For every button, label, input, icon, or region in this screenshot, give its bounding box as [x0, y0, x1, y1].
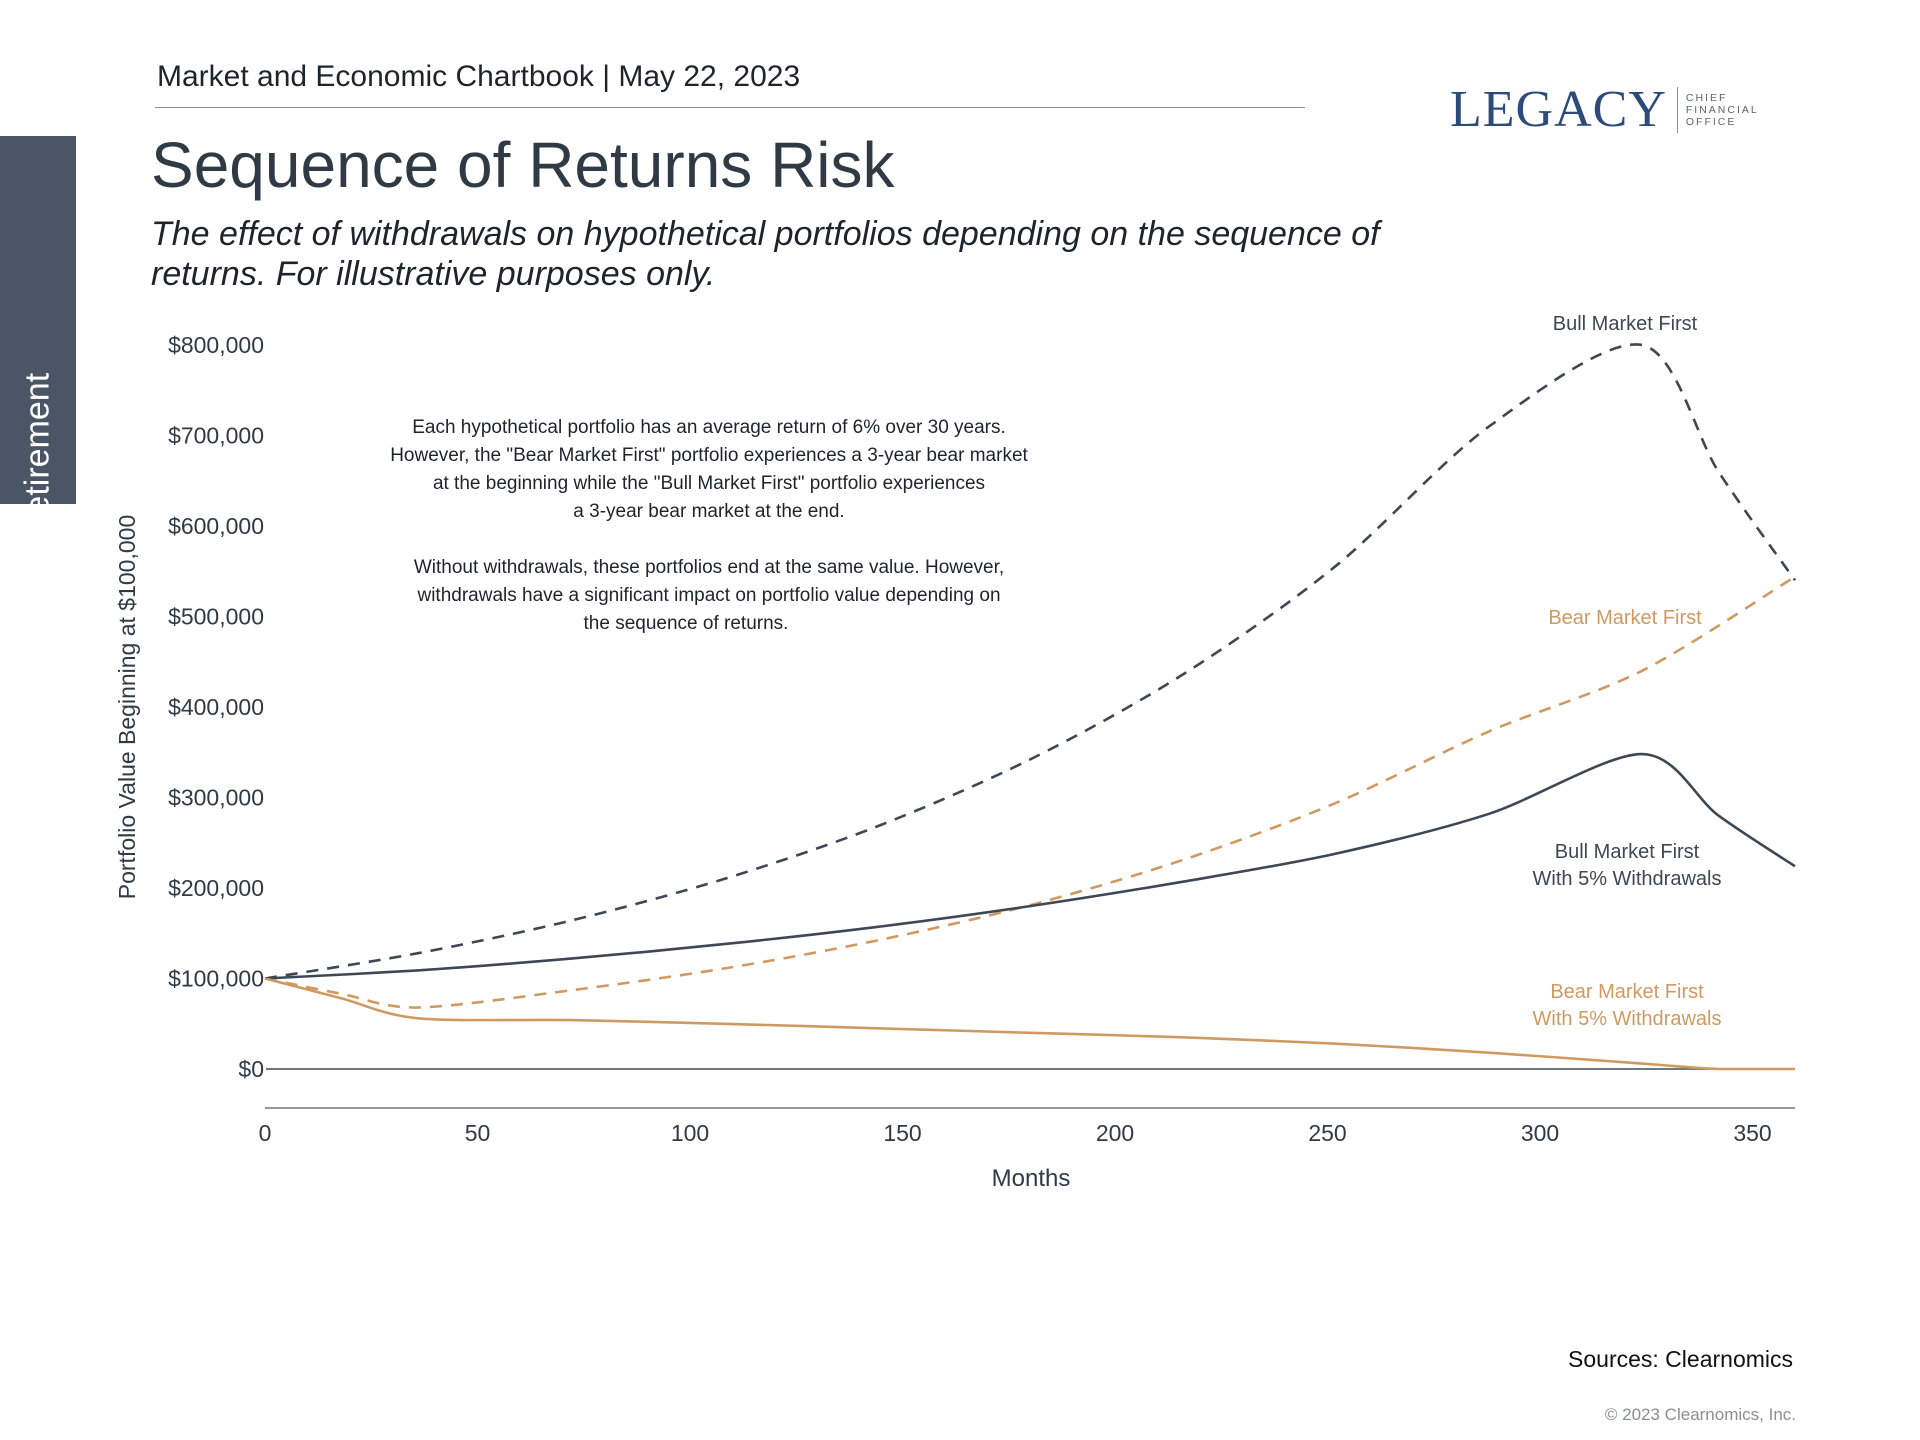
x-tick-label: 100: [671, 1120, 709, 1146]
x-tick-label: 0: [259, 1120, 272, 1146]
bull-market-first-line: [264, 343, 1797, 980]
x-tick-label: 250: [1308, 1120, 1346, 1146]
annotation-line: the sequence of returns.: [584, 613, 789, 634]
logo-sub-line: FINANCIAL: [1685, 103, 1759, 116]
chartbook-header: Market and Economic Chartbook | May 22, …: [157, 60, 801, 93]
label-bull-market-first: Bull Market First: [1553, 313, 1698, 335]
logo-sub-line: CHIEF: [1685, 91, 1728, 104]
logo-subtitle: CHIEF FINANCIAL OFFICE: [1686, 92, 1759, 128]
label-bull-withdrawals: With 5% Withdrawals: [1533, 868, 1722, 890]
x-tick-label: 350: [1733, 1120, 1771, 1146]
x-tick-label: 50: [465, 1120, 491, 1146]
series-labels: Bull Market First Bear Market First Bull M…: [1533, 313, 1722, 1030]
logo-sub-line: OFFICE: [1685, 115, 1737, 128]
label-bull-withdrawals: Bull Market First: [1555, 841, 1700, 863]
page-title: Sequence of Returns Risk: [151, 129, 895, 201]
annotation-line: Without withdrawals, these portfolios en…: [414, 557, 1004, 578]
y-tick-label: $400,000: [168, 694, 264, 720]
annotation-line: withdrawals have a significant impact on…: [416, 585, 1000, 606]
label-bear-withdrawals: Bear Market First: [1550, 981, 1704, 1003]
y-tick-label: $200,000: [168, 875, 264, 901]
x-tick-label: 200: [1096, 1120, 1134, 1146]
legacy-logo: LEGACY CHIEF FINANCIAL OFFICE: [1450, 80, 1759, 139]
header-divider: [155, 107, 1305, 108]
y-tick-label: $100,000: [168, 966, 264, 992]
annotation-line: a 3-year bear market at the end.: [573, 501, 844, 522]
series-layer: [264, 343, 1797, 1071]
y-axis: $0 $100,000 $200,000 $300,000 $400,000 $500,0…: [168, 332, 1795, 1082]
bull-market-withdrawals-line: [264, 752, 1796, 980]
x-axis: 0 50 100 150 200 250 300 350: [259, 1107, 1795, 1146]
x-tick-label: 300: [1521, 1120, 1559, 1146]
label-bear-withdrawals: With 5% Withdrawals: [1533, 1008, 1722, 1030]
y-tick-label: $300,000: [168, 785, 264, 811]
logo-divider: [1676, 86, 1678, 133]
bear-market-first-line: [264, 575, 1796, 1009]
y-tick-label: $700,000: [168, 423, 264, 449]
copyright-note: © 2023 Clearnomics, Inc.: [1604, 1405, 1796, 1424]
annotation-line: Each hypothetical portfolio has an avera…: [412, 417, 1006, 438]
bear-market-withdrawals-line: [264, 977, 1795, 1071]
x-tick-label: 150: [883, 1120, 921, 1146]
y-tick-label: $500,000: [168, 604, 264, 630]
x-axis-title: Months: [992, 1165, 1071, 1192]
y-tick-label: $800,000: [168, 332, 264, 358]
section-side-tab[interactable]: Retirement: [0, 136, 76, 539]
y-tick-label: $0: [238, 1056, 264, 1082]
logo-wordmark: LEGACY: [1450, 81, 1667, 138]
y-tick-label: $600,000: [168, 513, 264, 539]
page-subtitle: The effect of withdrawals on hypothetica…: [151, 215, 1380, 293]
y-axis-title: Portfolio Value Beginning at $100,000: [114, 515, 140, 899]
label-bear-market-first: Bear Market First: [1548, 607, 1702, 629]
annotation-line: at the beginning while the "Bull Market …: [433, 473, 985, 494]
annotation-line: However, the "Bear Market First" portfol…: [390, 445, 1028, 466]
sources-note: Sources: Clearnomics: [1568, 1346, 1793, 1372]
